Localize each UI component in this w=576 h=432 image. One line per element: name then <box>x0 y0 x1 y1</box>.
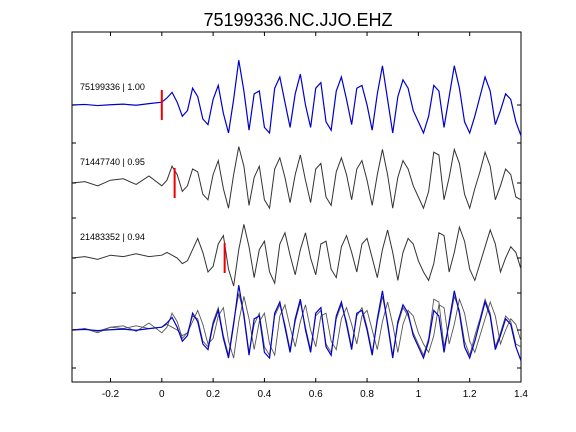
x-tick-label-1: -0.2 <box>102 389 120 400</box>
waveform-trace-2 <box>71 146 522 210</box>
x-tick-label-8: 1.2 <box>463 389 477 400</box>
x-tick-label-6: 0.8 <box>360 389 374 400</box>
waveform-trace-1 <box>71 60 522 137</box>
trace-label-1: 75199336 | 1.00 <box>80 82 145 92</box>
overlay-trace-1 <box>71 285 522 362</box>
x-tick-label-3: 0.2 <box>206 389 220 400</box>
x-tick-label-2: 0 <box>159 389 165 400</box>
traces-layer <box>71 60 522 362</box>
overlay-trace-2 <box>71 293 522 357</box>
trace-label-2: 71447740 | 0.95 <box>80 157 145 167</box>
overlay-trace-3 <box>71 296 522 359</box>
x-tick-label-9: 1.4 <box>514 389 528 400</box>
x-tick-label-4: 0.4 <box>257 389 271 400</box>
axes-frame <box>71 31 522 383</box>
x-tick-label-5: 0.6 <box>309 389 323 400</box>
chart-title: 75199336.NC.JJO.EHZ <box>203 10 392 30</box>
trace-labels: 75199336 | 1.00 71447740 | 0.95 21483352 |… <box>80 82 145 242</box>
x-tick-label-7: 1 <box>416 389 422 400</box>
picks-layer <box>160 90 226 273</box>
waveform-trace-3 <box>71 224 522 287</box>
x-axis: -0.2 0 0.2 0.4 0.6 0.8 1 1.2 1.4 <box>72 32 528 400</box>
trace-label-3: 21483352 | 0.94 <box>80 232 145 242</box>
